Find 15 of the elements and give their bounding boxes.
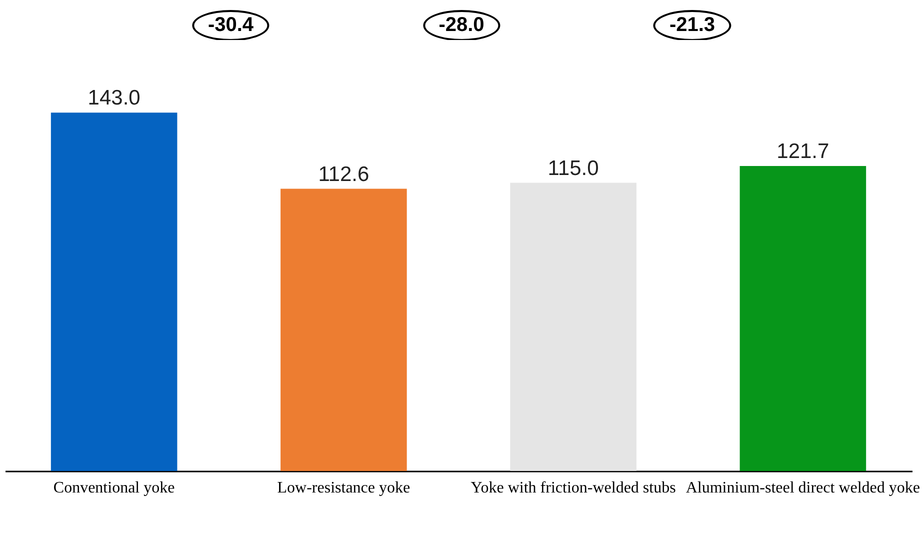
x-tick-label: Aluminium-steel direct welded yoke bbox=[686, 480, 920, 496]
bar bbox=[740, 166, 866, 471]
x-tick-label: Yoke with friction-welded stubs bbox=[470, 480, 676, 496]
bar bbox=[50, 112, 178, 471]
data-label: 121.7 bbox=[776, 140, 830, 163]
bar bbox=[510, 182, 636, 471]
text: -28.0 bbox=[422, 10, 500, 41]
text: -21.3 bbox=[653, 10, 732, 41]
text: -30.4 bbox=[192, 10, 270, 41]
bar bbox=[280, 188, 407, 471]
data-label: 143.0 bbox=[88, 86, 140, 110]
x-tick-label: Conventional yoke bbox=[53, 480, 175, 496]
data-label: 115.0 bbox=[548, 156, 599, 180]
x-tick-label: Low-resistance yoke bbox=[277, 480, 410, 496]
data-label: 112.6 bbox=[318, 162, 370, 186]
